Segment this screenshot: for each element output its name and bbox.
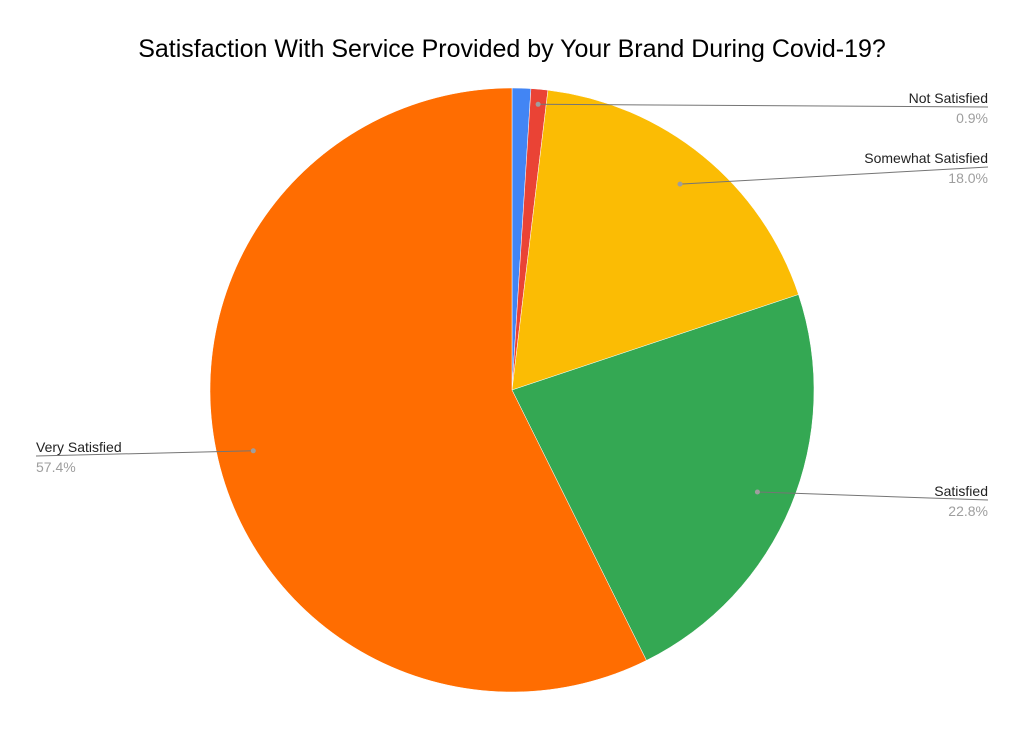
slice-label-group-satisfied: Satisfied 22.8% xyxy=(754,483,989,519)
slice-label-satisfied: Satisfied xyxy=(934,483,988,499)
leader-dot-somewhat-satisfied xyxy=(677,181,683,187)
slice-label-group-not-satisfied: Not Satisfied 0.9% xyxy=(535,90,989,126)
leader-dot-satisfied xyxy=(754,489,760,495)
leader-line-not-satisfied xyxy=(538,103,989,108)
slice-percent-somewhat-satisfied: 18.0% xyxy=(948,170,988,186)
slice-labels: Not Satisfied 0.9% Somewhat Satisfied 18.0%… xyxy=(35,90,989,519)
slice-percent-not-satisfied: 0.9% xyxy=(956,110,988,126)
slice-percent-satisfied: 22.8% xyxy=(948,503,988,519)
pie-slices xyxy=(209,87,815,693)
slice-label-somewhat-satisfied: Somewhat Satisfied xyxy=(864,150,988,166)
pie-slice-somewhat-satisfied xyxy=(511,89,799,391)
slice-label-not-satisfied: Not Satisfied xyxy=(909,90,988,106)
leader-dot-very-satisfied xyxy=(250,448,256,454)
chart-title: Satisfaction With Service Provided by Yo… xyxy=(138,35,886,63)
slice-label-group-somewhat-satisfied: Somewhat Satisfied 18.0% xyxy=(677,150,989,187)
leader-line-somewhat-satisfied xyxy=(679,166,989,185)
leader-dot-not-satisfied xyxy=(535,101,541,107)
leader-line-very-satisfied xyxy=(35,450,254,457)
leader-line-satisfied xyxy=(757,491,989,501)
slice-percent-very-satisfied: 57.4% xyxy=(36,459,76,475)
pie-slice-very-satisfied xyxy=(209,87,647,693)
slice-label-very-satisfied: Very Satisfied xyxy=(36,439,122,455)
pie-slice-satisfied xyxy=(511,294,815,661)
slice-label-group-very-satisfied: Very Satisfied 57.4% xyxy=(35,439,256,475)
